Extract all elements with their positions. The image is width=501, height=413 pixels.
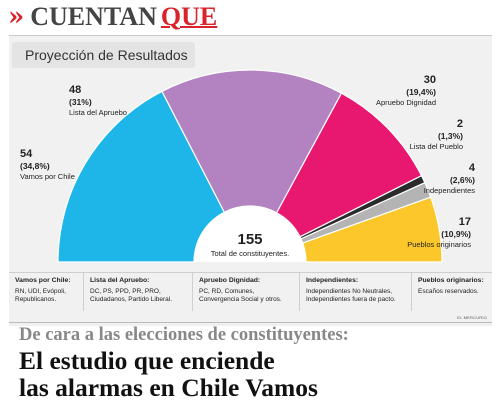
legend-text: DC, PS, PPD, PR, PRO, Ciudadanos, Partid… <box>90 287 173 304</box>
series-name-label: Pueblos originarios <box>407 240 471 250</box>
value-label: 48 <box>69 84 82 96</box>
legend-title: Apruebo Dignidad: <box>199 277 261 284</box>
total-block: 155 Total de constituyentes. <box>200 232 300 258</box>
percent-label: (34,8%) <box>20 161 50 172</box>
percent-label: (31%) <box>69 97 92 108</box>
value-label: 2 <box>456 118 463 130</box>
series-name-label: Independientes <box>423 186 475 196</box>
coalition-legend: Vamos por Chile: RN, UDI, Evópoli, Repub… <box>9 272 492 311</box>
headline-line: las alarmas en Chile Vamos <box>19 373 318 403</box>
legend-item: Pueblos originarios: Escaños reservados. <box>411 273 492 311</box>
chart-title-box: Proyección de Resultados <box>12 42 195 68</box>
legend-item: Independientes: Independientes No Neutra… <box>299 273 411 311</box>
legend-text: Independientes No Neutrales, Independien… <box>306 287 396 304</box>
percent-label: (1,3%) <box>437 131 463 142</box>
series-name-label: Apruebo Dignidad <box>375 98 436 108</box>
value-label: 4 <box>468 162 475 174</box>
legend-item: Vamos por Chile: RN, UDI, Evópoli, Repub… <box>9 273 83 311</box>
divider <box>9 322 492 323</box>
label-lista-del-apruebo: 48 (31%) Lista del Apruebo <box>69 84 127 118</box>
percent-label: (19,4%) <box>406 87 436 98</box>
legend-item: Apruebo Dignidad: PC, RD, Comunes, Conve… <box>192 273 299 311</box>
label-apruebo-dignidad: 30 (19,4%) Apruebo Dignidad <box>376 74 436 108</box>
legend-title: Lista del Apruebo: <box>90 277 150 284</box>
section-header-highlight: QUE <box>160 2 218 31</box>
legend-text: Escaños reservados. <box>418 287 479 295</box>
value-label: 17 <box>458 216 471 228</box>
label-pueblos-originarios: 17 (10,9%) Pueblos originarios <box>407 216 471 250</box>
legend-title: Independientes: <box>306 277 359 284</box>
total-caption: Total de constituyentes. <box>210 249 290 258</box>
label-lista-del-pueblo: 2 (1,3%) Lista del Pueblo <box>410 118 463 152</box>
article-headline: El estudio que enciende las alarmas en C… <box>19 347 499 401</box>
legend-text: RN, UDI, Evópoli, Republicanos. <box>15 287 66 304</box>
article-kicker: De cara a las elecciones de constituyent… <box>19 325 349 345</box>
label-independientes: 4 (2,6%) Independientes <box>424 162 475 196</box>
legend-title: Vamos por Chile: <box>15 277 71 284</box>
section-header: » CUENTAN QUE <box>8 2 217 32</box>
value-label: 30 <box>423 74 436 86</box>
legend-text: PC, RD, Comunes, Convergencia Social y o… <box>199 287 282 304</box>
series-name-label: Lista del Apruebo <box>69 108 127 118</box>
chart-title: Proyección de Resultados <box>25 47 188 63</box>
series-name-label: Lista del Pueblo <box>409 142 463 152</box>
headline-line: El estudio que enciende <box>19 346 275 375</box>
hemicycle-center <box>194 206 306 262</box>
series-name-label: Vamos por Chile <box>20 172 75 182</box>
section-header-text: CUENTAN <box>30 2 157 31</box>
label-vamos-por-chile: 54 (34,8%) Vamos por Chile <box>20 148 75 182</box>
value-label: 54 <box>20 148 33 160</box>
legend-title: Pueblos originarios: <box>418 277 484 284</box>
source-credit: EL MERCURIO <box>457 315 487 320</box>
percent-label: (2,6%) <box>449 175 475 186</box>
legend-item: Lista del Apruebo: DC, PS, PPD, PR, PRO,… <box>83 273 192 311</box>
total-value: 155 <box>237 231 263 248</box>
percent-label: (10,9%) <box>441 229 471 240</box>
